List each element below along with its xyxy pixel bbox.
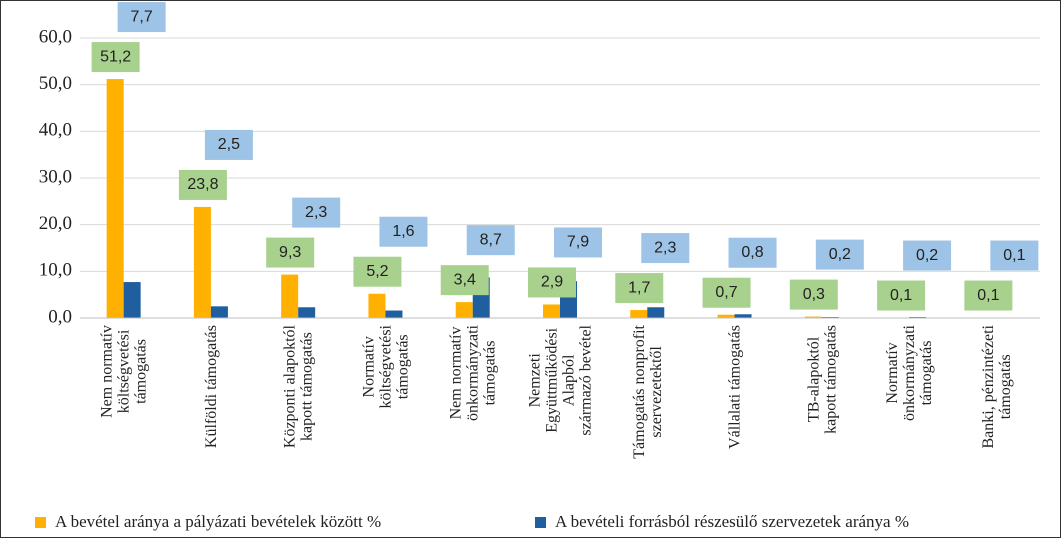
value-label: 1,6 bbox=[392, 223, 414, 240]
value-label-box bbox=[266, 237, 315, 268]
value-label: 8,7 bbox=[480, 231, 502, 248]
value-label-box bbox=[815, 239, 864, 270]
bar bbox=[106, 79, 124, 318]
y-tick-label: 50,0 bbox=[39, 73, 72, 94]
x-tick-label: Nem normatívönkormányzatitámogatás bbox=[448, 324, 499, 421]
x-tick-label: TB-alapoktólkapott támogatás bbox=[805, 325, 839, 434]
y-tick-label: 10,0 bbox=[39, 260, 72, 281]
bar bbox=[298, 307, 316, 318]
legend-swatch bbox=[535, 517, 546, 528]
value-label: 0,1 bbox=[890, 287, 912, 304]
bar bbox=[734, 314, 752, 318]
value-label-box bbox=[379, 216, 428, 247]
bar bbox=[717, 314, 735, 318]
x-tick-label: Támogatás nonprofitszervezetektől bbox=[631, 324, 665, 458]
value-label-box bbox=[292, 197, 341, 228]
value-label-box bbox=[641, 233, 690, 264]
value-label-box bbox=[528, 267, 576, 298]
value-label-box bbox=[91, 42, 140, 73]
value-label: 0,2 bbox=[916, 247, 938, 264]
legend-label: A bevétel aránya a pályázati bevételek k… bbox=[55, 512, 381, 531]
value-label-box bbox=[789, 279, 838, 310]
value-label-box bbox=[615, 273, 664, 304]
value-label: 0,1 bbox=[977, 287, 999, 304]
value-label-box bbox=[204, 129, 253, 160]
value-label: 0,3 bbox=[803, 286, 825, 303]
value-label: 3,4 bbox=[454, 271, 476, 288]
legend-label: A bevételi forrásból részesülő szervezet… bbox=[555, 512, 909, 531]
x-tick-label: Központi alapoktólkapott támogatás bbox=[282, 324, 316, 448]
x-tick-label: Banki, pénzintézetitámogatás bbox=[980, 324, 1014, 448]
value-label: 51,2 bbox=[100, 48, 131, 65]
value-label: 1,7 bbox=[628, 279, 650, 296]
value-label: 0,7 bbox=[715, 284, 737, 301]
bar bbox=[193, 206, 211, 318]
bar bbox=[123, 282, 141, 318]
value-label-box bbox=[728, 237, 777, 268]
value-label-box bbox=[178, 169, 227, 200]
bar bbox=[630, 310, 648, 318]
x-tick-label: Normatívönkormányzatitámogatás bbox=[884, 324, 935, 421]
legend-swatch bbox=[35, 517, 46, 528]
y-tick-label: 40,0 bbox=[39, 120, 72, 141]
x-tick-label: NemzetiEgyüttműködésiAlapbólszármazó bev… bbox=[527, 324, 595, 435]
value-label-box bbox=[117, 2, 166, 33]
value-label-box bbox=[903, 240, 952, 271]
bar bbox=[368, 293, 386, 318]
value-label: 0,2 bbox=[829, 246, 851, 263]
value-label-box bbox=[466, 225, 515, 256]
value-label: 7,9 bbox=[567, 234, 589, 251]
value-label: 2,3 bbox=[654, 239, 676, 256]
value-label: 2,3 bbox=[305, 204, 327, 221]
bar bbox=[281, 274, 299, 318]
y-tick-label: 0,0 bbox=[48, 306, 72, 327]
value-label: 2,9 bbox=[541, 274, 563, 291]
value-label: 5,2 bbox=[366, 263, 388, 280]
value-label-box bbox=[554, 227, 602, 258]
value-label-box bbox=[964, 280, 1013, 311]
bar bbox=[210, 306, 228, 318]
value-label: 23,8 bbox=[187, 176, 218, 193]
x-tick-label: Külföldi támogatás bbox=[203, 325, 220, 448]
y-tick-label: 60,0 bbox=[39, 26, 72, 47]
value-label: 0,8 bbox=[741, 244, 763, 261]
value-label-box bbox=[702, 277, 751, 308]
x-tick-label: Vállalati támogatás bbox=[727, 325, 744, 449]
value-label-box bbox=[440, 265, 489, 296]
bar bbox=[455, 302, 473, 318]
x-tick-label: Nem normatívköltségvetésitámogatás bbox=[99, 325, 150, 418]
y-tick-label: 30,0 bbox=[39, 166, 72, 187]
value-label: 0,1 bbox=[1003, 247, 1025, 264]
bar bbox=[543, 304, 560, 318]
bar bbox=[804, 316, 822, 318]
value-label: 7,7 bbox=[131, 8, 153, 25]
x-tick-label: Normatívköltségvetésitámogatás bbox=[360, 324, 411, 408]
y-tick-label: 20,0 bbox=[39, 213, 72, 234]
value-label-box bbox=[353, 256, 402, 287]
value-label-box bbox=[877, 280, 926, 311]
bar bbox=[385, 310, 403, 318]
value-label: 9,3 bbox=[279, 244, 301, 261]
bar bbox=[647, 307, 665, 318]
value-label-box bbox=[990, 240, 1039, 271]
value-label: 2,5 bbox=[218, 136, 240, 153]
